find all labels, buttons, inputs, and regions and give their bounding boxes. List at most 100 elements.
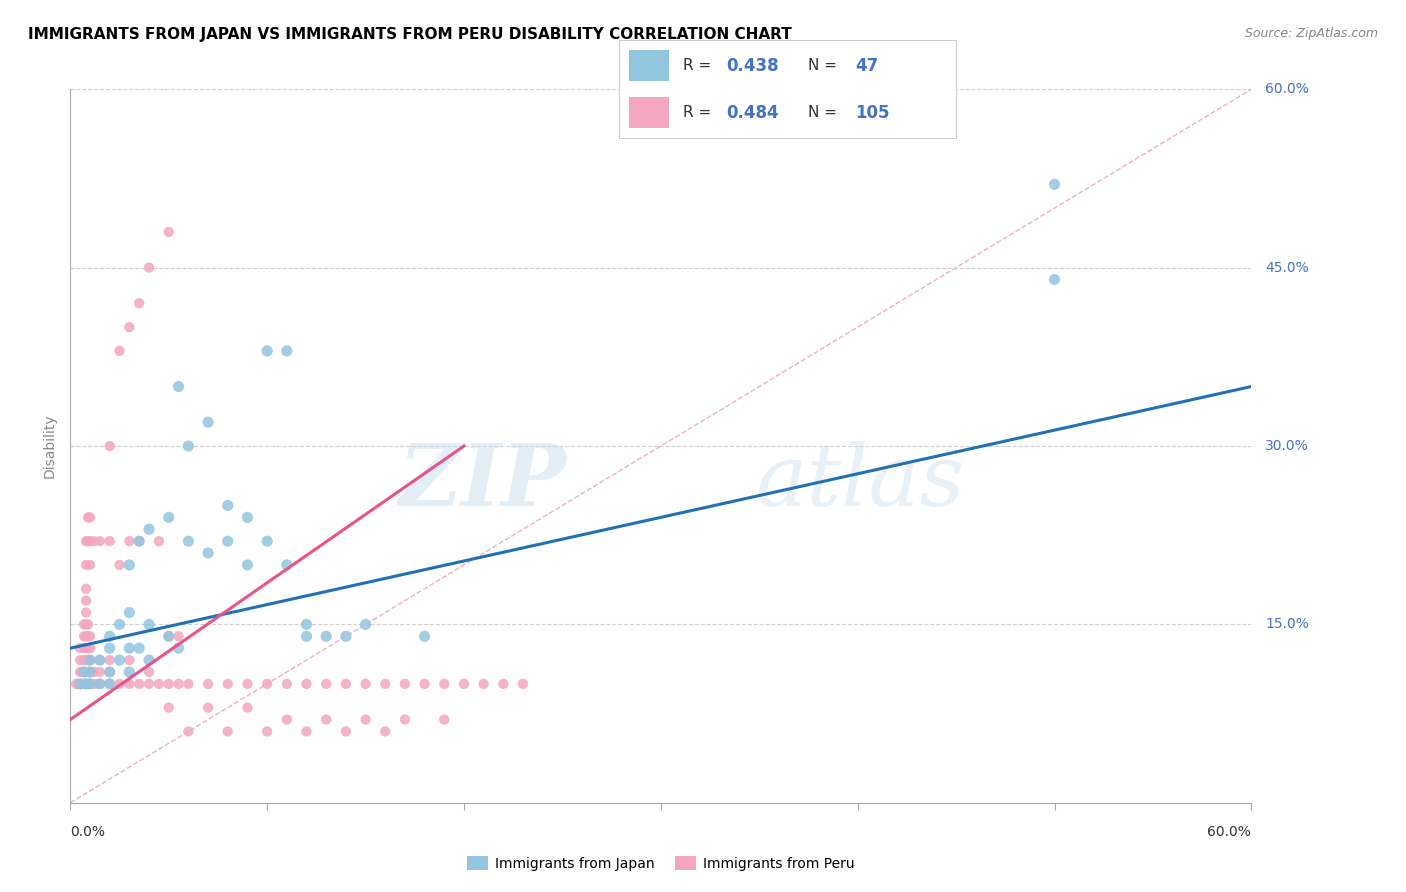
Point xyxy=(197,546,219,560)
Point xyxy=(138,260,160,275)
Point xyxy=(75,677,97,691)
Point xyxy=(65,677,87,691)
Point xyxy=(98,665,121,679)
Point xyxy=(335,677,357,691)
Point xyxy=(138,617,160,632)
Point xyxy=(256,343,278,358)
Point xyxy=(69,641,91,656)
Point xyxy=(128,677,150,691)
Point xyxy=(75,677,97,691)
Point xyxy=(295,617,318,632)
Point xyxy=(295,629,318,643)
Point xyxy=(73,617,96,632)
Point xyxy=(217,499,239,513)
Point xyxy=(108,653,131,667)
Point xyxy=(89,653,111,667)
Point xyxy=(118,665,141,679)
Point xyxy=(75,558,97,572)
Point xyxy=(69,665,91,679)
Point xyxy=(394,713,416,727)
Point xyxy=(128,534,150,549)
Point xyxy=(276,713,298,727)
Point xyxy=(118,677,141,691)
Point xyxy=(69,653,91,667)
Point xyxy=(67,677,90,691)
Point xyxy=(354,713,377,727)
Text: N =: N = xyxy=(807,105,841,120)
Point xyxy=(77,617,100,632)
Point xyxy=(73,641,96,656)
Point xyxy=(118,534,141,549)
Point xyxy=(118,653,141,667)
Legend: Immigrants from Japan, Immigrants from Peru: Immigrants from Japan, Immigrants from P… xyxy=(461,850,860,876)
Point xyxy=(98,534,121,549)
Point xyxy=(79,629,101,643)
Point xyxy=(79,653,101,667)
Point xyxy=(79,558,101,572)
Text: 47: 47 xyxy=(855,57,879,75)
Point xyxy=(236,677,259,691)
Point xyxy=(354,617,377,632)
Point xyxy=(177,724,200,739)
Point xyxy=(374,677,396,691)
Point xyxy=(413,677,436,691)
Point xyxy=(77,641,100,656)
Point xyxy=(394,677,416,691)
Point xyxy=(276,343,298,358)
Text: IMMIGRANTS FROM JAPAN VS IMMIGRANTS FROM PERU DISABILITY CORRELATION CHART: IMMIGRANTS FROM JAPAN VS IMMIGRANTS FROM… xyxy=(28,27,792,42)
Point xyxy=(70,677,93,691)
Point xyxy=(108,558,131,572)
Point xyxy=(335,724,357,739)
Point xyxy=(148,534,170,549)
Point xyxy=(453,677,475,691)
Point xyxy=(128,296,150,310)
Point xyxy=(73,677,96,691)
Point xyxy=(89,534,111,549)
Point xyxy=(77,629,100,643)
Point xyxy=(118,320,141,334)
Point xyxy=(75,606,97,620)
Point xyxy=(98,677,121,691)
Text: 0.438: 0.438 xyxy=(727,57,779,75)
Point xyxy=(335,629,357,643)
Point xyxy=(75,617,97,632)
Text: ZIP: ZIP xyxy=(398,440,567,524)
Point xyxy=(315,629,337,643)
Point xyxy=(256,677,278,691)
Text: 0.0%: 0.0% xyxy=(70,825,105,839)
Text: R =: R = xyxy=(683,58,716,73)
Text: atlas: atlas xyxy=(755,441,965,523)
Point xyxy=(472,677,495,691)
Point xyxy=(118,606,141,620)
Point xyxy=(157,225,180,239)
Bar xyxy=(628,97,669,128)
Point xyxy=(157,700,180,714)
Point xyxy=(98,677,121,691)
Point xyxy=(108,617,131,632)
Point xyxy=(315,677,337,691)
Point xyxy=(256,724,278,739)
Point xyxy=(276,558,298,572)
Text: 0.484: 0.484 xyxy=(727,103,779,121)
Point xyxy=(148,677,170,691)
Point xyxy=(197,415,219,429)
Point xyxy=(217,677,239,691)
Point xyxy=(77,665,100,679)
Text: 105: 105 xyxy=(855,103,890,121)
Point xyxy=(79,665,101,679)
Point xyxy=(98,439,121,453)
Text: 60.0%: 60.0% xyxy=(1265,82,1309,96)
Point xyxy=(128,534,150,549)
Point xyxy=(83,534,105,549)
Point xyxy=(89,677,111,691)
Point xyxy=(77,534,100,549)
Point xyxy=(433,713,456,727)
Point xyxy=(79,510,101,524)
Text: N =: N = xyxy=(807,58,841,73)
Point xyxy=(73,665,96,679)
Point xyxy=(177,439,200,453)
Point xyxy=(157,629,180,643)
Point xyxy=(73,629,96,643)
Point xyxy=(492,677,515,691)
Text: 60.0%: 60.0% xyxy=(1208,825,1251,839)
